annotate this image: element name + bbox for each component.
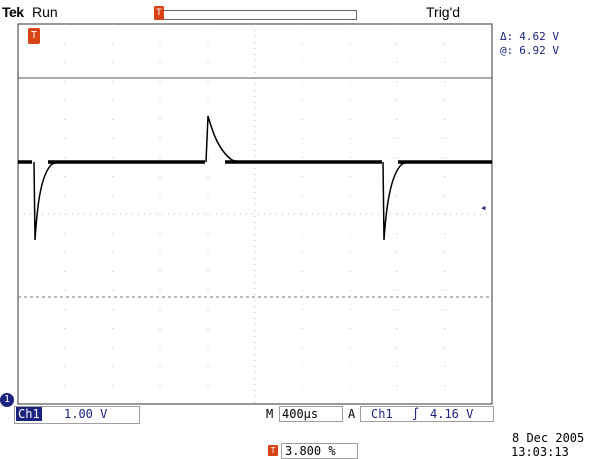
channel-scale: 1.00 V: [64, 407, 108, 421]
horizontal-position-icon: T: [268, 445, 278, 456]
waveform-pulse-2: [205, 115, 261, 163]
channel-label[interactable]: Ch1: [16, 407, 42, 421]
absolute-cursor-symbol: @:: [500, 44, 514, 57]
horizontal-position-value[interactable]: 3.800 %: [281, 443, 358, 459]
timebase-value[interactable]: 400µs: [279, 406, 343, 422]
brand-label: Tek: [2, 4, 24, 20]
trigger-level-marker[interactable]: ◂: [480, 201, 487, 214]
trigger-position-marker[interactable]: T: [28, 28, 40, 44]
time-label: 13:03:13: [511, 445, 569, 459]
trigger-slope-icon: ∫: [412, 407, 420, 421]
ch1-waveform: [18, 115, 492, 241]
waveform-pulse-3: [382, 161, 431, 241]
trigger-readout-box[interactable]: [360, 406, 494, 422]
cursor-readout: Δ: 4.62 V @: 6.92 V: [500, 30, 559, 58]
absolute-cursor-value: 6.92 V: [519, 44, 559, 57]
record-position-marker[interactable]: T: [154, 6, 164, 20]
graticule: [17, 23, 493, 405]
trigger-status: Trig'd: [426, 4, 461, 20]
trigger-mode-symbol: A: [348, 407, 356, 421]
ch1-ground-marker[interactable]: 1: [0, 393, 14, 407]
acquisition-state: Run: [32, 4, 58, 20]
channel-readout-box[interactable]: [14, 406, 140, 424]
delta-cursor-value: 4.62 V: [519, 30, 559, 43]
delta-cursor-symbol: Δ:: [500, 30, 514, 43]
trigger-level: 4.16 V: [430, 407, 474, 421]
waveform-pulse-1: [33, 161, 101, 241]
trigger-source: Ch1: [371, 407, 393, 421]
grid-dots: [64, 24, 446, 404]
date-label: 8 Dec 2005: [512, 431, 585, 445]
timebase-prefix: M: [266, 407, 274, 421]
